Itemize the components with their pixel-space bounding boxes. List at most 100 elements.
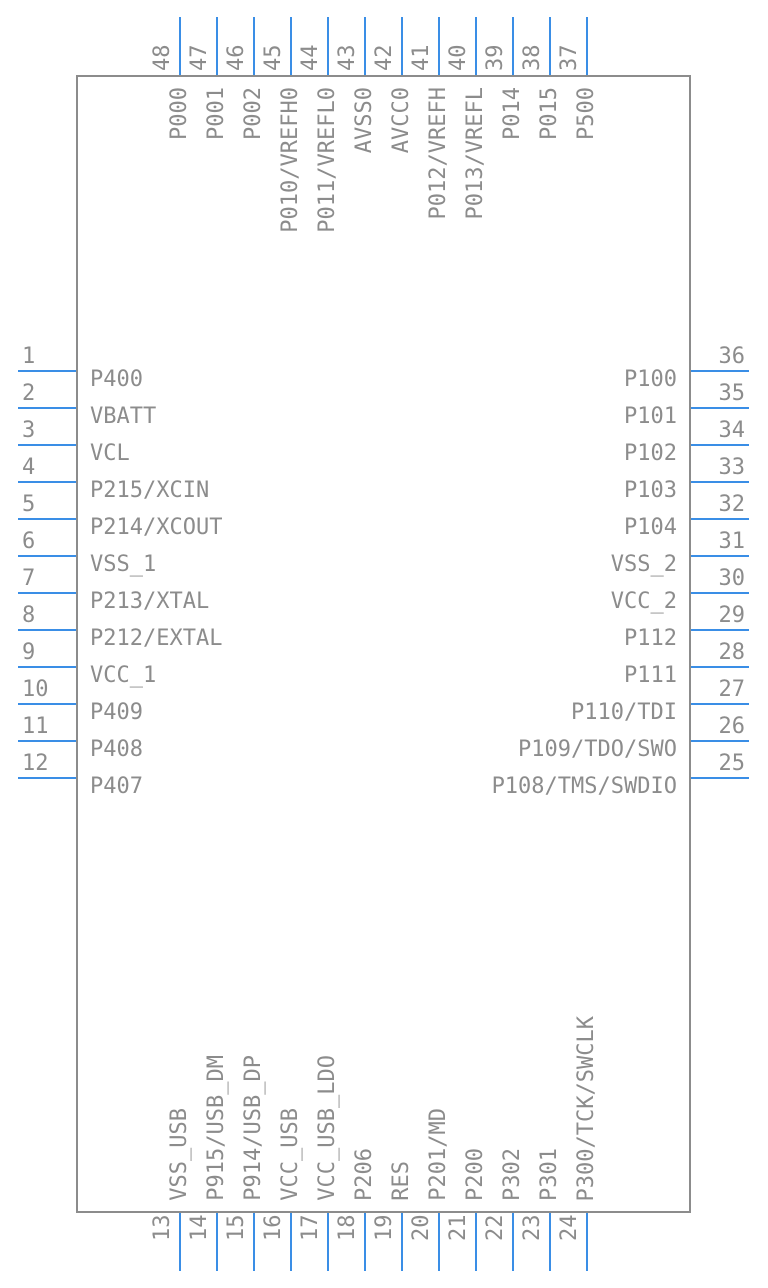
pin-name: P400 xyxy=(90,367,143,392)
pin-line-left xyxy=(18,592,76,594)
pin-line-bottom xyxy=(364,1213,366,1271)
pin-name: VCL xyxy=(90,441,130,466)
pin-name: P001 xyxy=(204,87,229,140)
pin-number: 6 xyxy=(22,529,35,554)
pin-name: P302 xyxy=(500,1148,525,1201)
pin-number: 4 xyxy=(22,455,35,480)
pin-number: 30 xyxy=(719,566,746,591)
pin-number: 2 xyxy=(22,381,35,406)
pin-line-left xyxy=(18,407,76,409)
pin-line-bottom xyxy=(512,1213,514,1271)
pin-number: 14 xyxy=(187,1215,212,1273)
pin-line-bottom xyxy=(401,1213,403,1271)
pin-name: P408 xyxy=(90,737,143,762)
pin-number: 22 xyxy=(483,1215,508,1273)
pin-line-top xyxy=(549,17,551,75)
pin-number: 3 xyxy=(22,418,35,443)
pin-number: 18 xyxy=(335,1215,360,1273)
pin-line-bottom xyxy=(475,1213,477,1271)
pin-number: 47 xyxy=(187,13,212,71)
pin-line-left xyxy=(18,444,76,446)
pin-name: P102 xyxy=(624,441,677,466)
pin-name: VSS_USB xyxy=(167,1108,192,1201)
pin-line-left xyxy=(18,666,76,668)
pin-line-right xyxy=(691,444,749,446)
pin-line-left xyxy=(18,629,76,631)
pin-number: 29 xyxy=(719,603,746,628)
pin-line-top xyxy=(401,17,403,75)
pin-number: 13 xyxy=(150,1215,175,1273)
pin-number: 42 xyxy=(372,13,397,71)
pin-line-bottom xyxy=(549,1213,551,1271)
pin-line-top xyxy=(512,17,514,75)
pin-name: P407 xyxy=(90,774,143,799)
pin-name: P300/TCK/SWCLK xyxy=(574,1016,599,1201)
pin-name: P100 xyxy=(624,367,677,392)
pin-number: 44 xyxy=(298,13,323,71)
pin-name: P112 xyxy=(624,626,677,651)
pin-line-left xyxy=(18,481,76,483)
pin-line-bottom xyxy=(438,1213,440,1271)
pin-line-bottom xyxy=(586,1213,588,1271)
pin-number: 12 xyxy=(22,751,49,776)
pin-line-right xyxy=(691,592,749,594)
pin-number: 10 xyxy=(22,677,49,702)
pin-number: 11 xyxy=(22,714,49,739)
pin-number: 43 xyxy=(335,13,360,71)
pin-name: P010/VREFH0 xyxy=(278,87,303,233)
pin-number: 34 xyxy=(719,418,746,443)
pin-name: P500 xyxy=(574,87,599,140)
pin-number: 39 xyxy=(483,13,508,71)
pin-name: P110/TDI xyxy=(571,700,677,725)
pin-name: P200 xyxy=(463,1148,488,1201)
pin-line-bottom xyxy=(327,1213,329,1271)
pin-line-bottom xyxy=(253,1213,255,1271)
pin-number: 1 xyxy=(22,344,35,369)
pin-name: P011/VREFL0 xyxy=(315,87,340,233)
pin-line-top xyxy=(364,17,366,75)
pin-line-top xyxy=(586,17,588,75)
pin-line-left xyxy=(18,555,76,557)
pin-line-left xyxy=(18,777,76,779)
pin-name: VBATT xyxy=(90,404,156,429)
pin-number: 48 xyxy=(150,13,175,71)
pin-line-top xyxy=(216,17,218,75)
pin-line-top xyxy=(290,17,292,75)
pin-line-left xyxy=(18,518,76,520)
pin-name: P101 xyxy=(624,404,677,429)
pin-number: 28 xyxy=(719,640,746,665)
pin-name: P014 xyxy=(500,87,525,140)
pin-name: P301 xyxy=(537,1148,562,1201)
pin-number: 16 xyxy=(261,1215,286,1273)
pin-name: P915/USB_DM xyxy=(204,1055,229,1201)
pin-number: 7 xyxy=(22,566,35,591)
pin-line-right xyxy=(691,555,749,557)
pin-number: 25 xyxy=(719,751,746,776)
pin-number: 5 xyxy=(22,492,35,517)
pin-name: VCC_1 xyxy=(90,663,156,688)
pin-line-right xyxy=(691,666,749,668)
pin-number: 15 xyxy=(224,1215,249,1273)
pin-number: 8 xyxy=(22,603,35,628)
pin-name: P109/TDO/SWO xyxy=(518,737,677,762)
pin-line-top xyxy=(327,17,329,75)
pin-number: 41 xyxy=(409,13,434,71)
pin-name: AVSS0 xyxy=(352,87,377,153)
pin-line-left xyxy=(18,740,76,742)
pin-number: 32 xyxy=(719,492,746,517)
pin-name: RES xyxy=(389,1161,414,1201)
pin-name: P914/USB_DP xyxy=(241,1055,266,1201)
pin-line-right xyxy=(691,703,749,705)
pin-name: P015 xyxy=(537,87,562,140)
pin-line-bottom xyxy=(216,1213,218,1271)
pin-name: VCC_USB xyxy=(278,1108,303,1201)
pin-name: P212/EXTAL xyxy=(90,626,222,651)
pin-line-right xyxy=(691,481,749,483)
pin-number: 40 xyxy=(446,13,471,71)
pin-name: P111 xyxy=(624,663,677,688)
pin-name: P012/VREFH xyxy=(426,87,451,219)
pin-name: P214/XCOUT xyxy=(90,515,222,540)
pin-line-top xyxy=(253,17,255,75)
pin-number: 31 xyxy=(719,529,746,554)
pin-number: 38 xyxy=(520,13,545,71)
